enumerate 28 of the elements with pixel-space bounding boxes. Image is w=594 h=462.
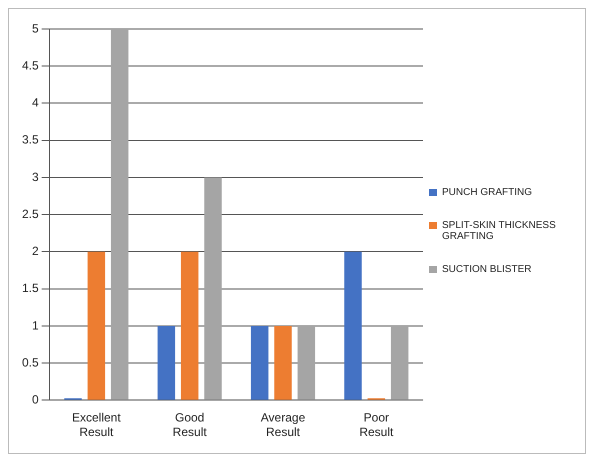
y-tick-label: 1.5 <box>22 281 39 296</box>
x-tick-label: Poor Result <box>359 410 394 440</box>
legend-label: SUCTION BLISTER <box>442 264 532 275</box>
bar <box>88 252 106 400</box>
bar <box>158 326 176 400</box>
bar <box>180 252 198 400</box>
y-tick-label: 2.5 <box>22 206 39 221</box>
y-tick-label: 3 <box>32 170 39 184</box>
y-tick-label: 0 <box>32 392 39 407</box>
bar <box>298 326 316 400</box>
bar <box>110 29 128 400</box>
bar <box>390 326 408 400</box>
bar <box>204 177 222 400</box>
y-tick-label: 4.5 <box>22 58 39 72</box>
y-tick-label: 0.5 <box>22 355 39 370</box>
bar <box>344 252 362 400</box>
x-tick-label: Excellent Result <box>72 410 122 440</box>
y-tick-label: 4 <box>32 96 39 110</box>
bar <box>274 326 292 400</box>
x-tick-label: Average Result <box>260 410 306 440</box>
bar <box>250 326 268 400</box>
y-tick-label: 5 <box>32 21 39 36</box>
x-tick-label: Good Result <box>172 410 208 440</box>
y-tick-label: 2 <box>32 244 39 258</box>
legend-label: PUNCH GRAFTING <box>442 187 532 198</box>
y-tick-label: 3.5 <box>22 132 39 147</box>
y-tick-label: 1 <box>32 318 39 332</box>
legend-label: SPLIT-SKIN THICKNESS GRAFTING <box>442 220 557 242</box>
